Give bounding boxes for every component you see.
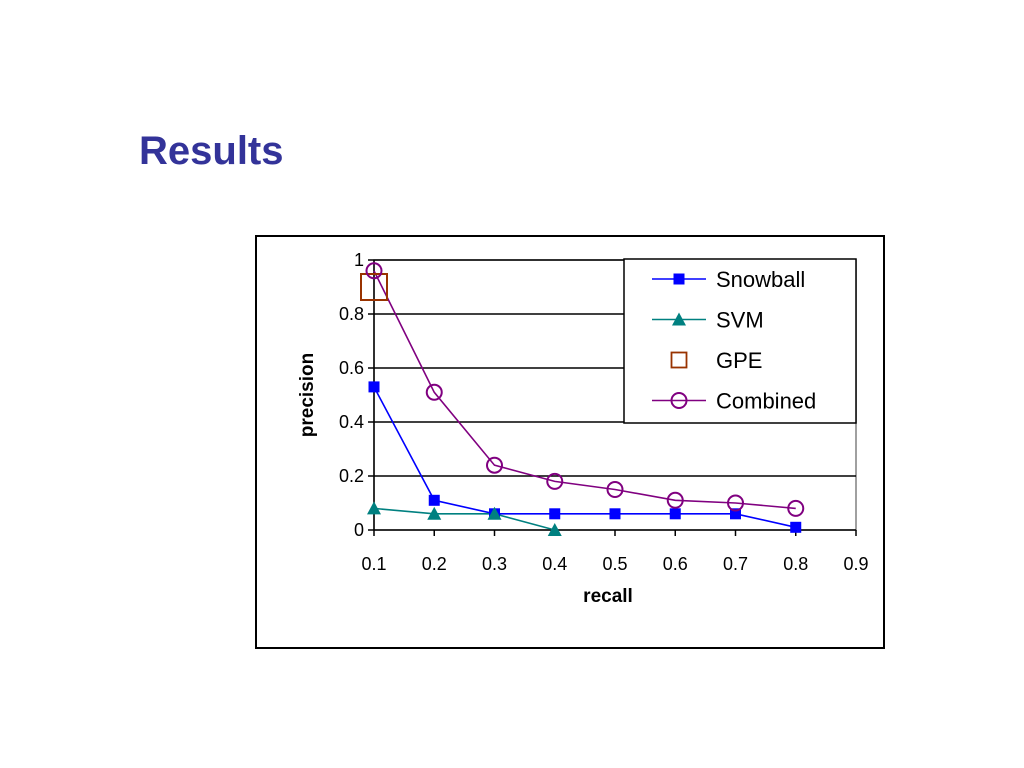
combined-point: [606, 481, 624, 498]
snowball-series-line: [373, 386, 796, 529]
y-tick-label: 0.6: [339, 358, 364, 378]
combined-point: [365, 262, 383, 280]
svm-series-line: [373, 507, 555, 531]
y-tick-label: 0.2: [339, 466, 364, 486]
combined-point: [486, 456, 503, 474]
y-tick-label: 0: [354, 520, 364, 540]
legend-gpe-label: GPE: [716, 348, 762, 373]
y-axis-title: precision: [297, 353, 318, 437]
snowball-point: [730, 508, 741, 520]
legend-svm-marker: [672, 312, 686, 326]
x-axis-title: recall: [583, 586, 633, 607]
legend-box: [623, 258, 857, 424]
combined-point: [666, 491, 684, 509]
x-tick-label: 0.4: [542, 554, 567, 574]
x-tick-label: 0.3: [482, 554, 507, 574]
combined-point: [727, 494, 744, 512]
svm-point: [487, 506, 502, 520]
legend-svm-label: SVM: [716, 308, 764, 333]
legend-combined-label: Combined: [716, 389, 816, 414]
combined-point: [787, 499, 805, 517]
svm-point: [427, 506, 442, 520]
legend-combined-marker: [670, 392, 688, 409]
legend-snowball-marker: [673, 273, 685, 285]
legend-gpe-marker: [670, 351, 688, 369]
snowball-point: [428, 494, 440, 506]
combined-point: [425, 383, 443, 401]
y-tick-label: 1: [354, 250, 364, 270]
svm-point: [367, 501, 381, 515]
x-tick-label: 0.1: [361, 554, 386, 574]
combined-series-line: [373, 270, 796, 510]
snowball-point: [609, 508, 621, 520]
x-tick-label: 0.5: [602, 554, 627, 574]
legend-snowball-label: Snowball: [716, 267, 805, 292]
snowball-point: [669, 508, 681, 520]
x-tick-label: 0.7: [723, 554, 748, 574]
x-tick-label: 0.6: [663, 554, 688, 574]
y-tick-label: 0.4: [339, 412, 364, 432]
snowball-point: [790, 521, 802, 533]
combined-point: [546, 472, 564, 490]
snowball-point: [368, 381, 380, 393]
svm-point: [547, 523, 562, 536]
slide-title: Results: [139, 129, 284, 173]
y-tick-label: 0.8: [339, 304, 364, 324]
x-tick-label: 0.2: [422, 554, 447, 574]
snowball-point: [549, 508, 561, 520]
x-tick-label: 0.9: [843, 554, 868, 574]
x-tick-label: 0.8: [783, 554, 808, 574]
gpe-point: [360, 273, 388, 301]
